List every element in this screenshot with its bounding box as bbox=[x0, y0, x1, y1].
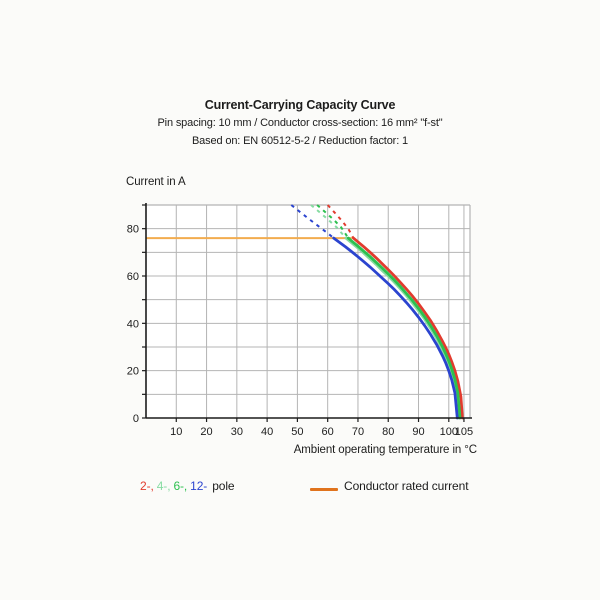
y-axis-title: Current in A bbox=[126, 176, 186, 188]
x-tick-label: 100 bbox=[440, 426, 458, 438]
chart-subtitle-standard: Based on: EN 60512-5-2 / Reduction facto… bbox=[192, 135, 408, 147]
chart-title: Current-Carrying Capacity Curve bbox=[204, 98, 396, 112]
x-tick-label: 80 bbox=[382, 426, 394, 438]
x-tick-label: 10 bbox=[170, 426, 182, 438]
legend-pole-6: 6-, bbox=[173, 479, 188, 493]
y-tick-label: 0 bbox=[133, 413, 139, 425]
curve-12-pole-solid bbox=[332, 236, 459, 420]
legend-pole-2: 2-, bbox=[140, 479, 154, 493]
plot-background bbox=[146, 205, 470, 418]
rated-current-label: Conductor rated current bbox=[344, 479, 469, 493]
x-tick-label: 90 bbox=[412, 426, 424, 438]
y-tick-label: 20 bbox=[127, 366, 139, 378]
x-tick-label: 105 bbox=[455, 426, 473, 438]
curve-2-pole-solid bbox=[351, 236, 464, 420]
x-tick-label: 50 bbox=[291, 426, 303, 438]
legend-pole-4: 4-, bbox=[156, 479, 171, 493]
rated-current-swatch bbox=[310, 488, 338, 491]
x-tick-label: 40 bbox=[261, 426, 273, 438]
title-block: Current-Carrying Capacity Curve Pin spac… bbox=[0, 96, 600, 150]
x-axis-title: Ambient operating temperature in °C bbox=[293, 444, 477, 456]
x-tick-label: 70 bbox=[352, 426, 364, 438]
legend-pole-suffix: pole bbox=[212, 479, 235, 493]
legend-pole-counts: 2-, 4-, 6-, 12- pole bbox=[140, 479, 238, 493]
x-tick-label: 20 bbox=[200, 426, 212, 438]
y-tick-label: 80 bbox=[127, 224, 139, 236]
chart-subtitle-specs: Pin spacing: 10 mm / Conductor cross-sec… bbox=[157, 117, 443, 129]
legend-pole-12: 12- bbox=[190, 479, 208, 493]
x-tick-label: 60 bbox=[322, 426, 334, 438]
x-tick-label: 30 bbox=[231, 426, 243, 438]
curve-6-pole-solid bbox=[346, 236, 462, 420]
y-tick-label: 60 bbox=[127, 271, 139, 283]
curve-12-pole-dashed bbox=[290, 204, 335, 239]
y-tick-label: 40 bbox=[127, 318, 139, 330]
